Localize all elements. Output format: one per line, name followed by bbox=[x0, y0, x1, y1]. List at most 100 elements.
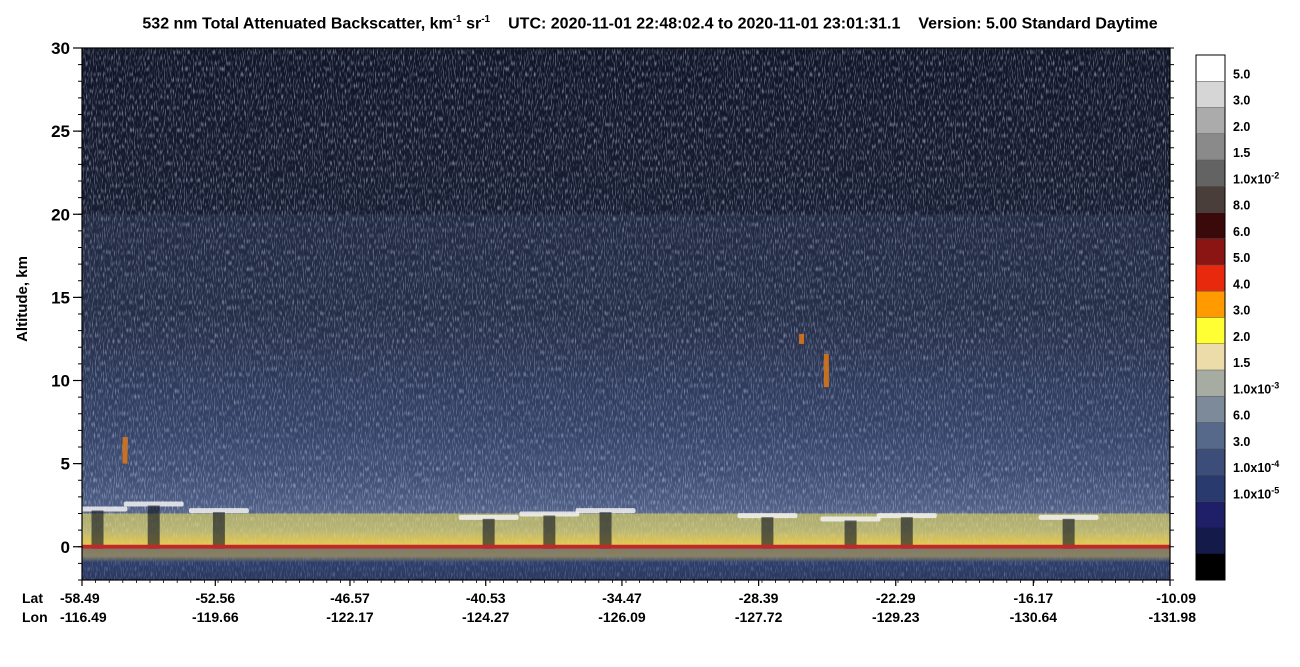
colorbar-swatch bbox=[1196, 212, 1225, 240]
boundary-layer-aerosol bbox=[82, 513, 1170, 547]
x-row-label-lon: Lon bbox=[22, 609, 48, 625]
x-tick-label-lon: -122.17 bbox=[326, 609, 374, 625]
cloud-shadow-column bbox=[1062, 518, 1075, 549]
colorbar-swatch bbox=[1196, 422, 1225, 450]
colorbar-label: 1.5 bbox=[1233, 356, 1250, 370]
x-tick-label-lat: -16.17 bbox=[1013, 590, 1053, 606]
colorbar-swatch bbox=[1196, 160, 1225, 187]
colorbar-label: 2.0 bbox=[1233, 330, 1250, 344]
colorbar-swatch bbox=[1196, 396, 1225, 423]
low-cloud-top bbox=[737, 513, 798, 519]
colorbar-swatch bbox=[1196, 55, 1225, 82]
colorbar-label-exponent: -3 bbox=[1271, 380, 1279, 390]
colorbar-swatch bbox=[1196, 291, 1225, 318]
y-tick-label: 10 bbox=[51, 372, 70, 391]
x-tick-label-lon: -116.49 bbox=[60, 609, 107, 625]
colorbar-swatch bbox=[1196, 370, 1225, 397]
y-axis: 0 5 10 15 20 25 30 bbox=[51, 39, 1174, 581]
x-tick-label-lat: -46.57 bbox=[330, 590, 370, 606]
surface-return bbox=[82, 544, 1170, 549]
daytime-noise-band bbox=[82, 214, 1170, 464]
colorbar-label: 1.0x10-2 bbox=[1233, 170, 1279, 186]
x-tick-label-lat: -22.29 bbox=[876, 590, 916, 606]
x-row-label-lat: Lat bbox=[22, 590, 43, 606]
colorbar-label-exponent: -4 bbox=[1271, 459, 1279, 469]
colorbar-label: 5.0 bbox=[1233, 251, 1250, 265]
colorbar-label-exponent: -5 bbox=[1271, 485, 1279, 495]
title-utc-end: 2020-11-01 23:01:31.1 bbox=[737, 15, 901, 33]
colorbar-swatch bbox=[1196, 317, 1225, 345]
colorbar-swatch bbox=[1196, 186, 1225, 213]
colorbar-label: 3.0 bbox=[1233, 435, 1250, 449]
colorbar-label: 3.0 bbox=[1233, 304, 1250, 318]
colorbar-label: 2.0 bbox=[1233, 120, 1250, 134]
x-tick-label-lon: -130.64 bbox=[1010, 609, 1058, 625]
colorbar-label: 3.0 bbox=[1233, 94, 1250, 108]
colorbar-swatch bbox=[1196, 107, 1225, 135]
colorbar-swatch bbox=[1196, 527, 1225, 555]
colorbar-label: 4.0 bbox=[1233, 277, 1250, 291]
title-product: 532 nm Total Attenuated Backscatter, km bbox=[142, 15, 453, 33]
title-utc-to: to bbox=[718, 15, 734, 33]
cloud-shadow-column bbox=[543, 515, 556, 549]
x-tick-label-lon: -126.09 bbox=[598, 609, 646, 625]
y-tick-label: 15 bbox=[51, 288, 70, 307]
title-unit-sr: sr bbox=[461, 15, 482, 33]
colorbar-label: 1.5 bbox=[1233, 146, 1250, 160]
low-cloud-top bbox=[123, 501, 184, 507]
low-cloud-top bbox=[519, 511, 580, 517]
colorbar-swatch bbox=[1196, 553, 1225, 581]
low-cloud-top bbox=[575, 508, 636, 514]
colorbar-label: 1.0x10-4 bbox=[1233, 459, 1279, 475]
low-cloud-top bbox=[458, 514, 519, 520]
x-tick-label-lat: -10.09 bbox=[1156, 590, 1196, 606]
x-tick-label-lon: -129.23 bbox=[872, 609, 920, 625]
subsurface-region bbox=[82, 548, 1170, 580]
colorbar-label-exponent: -2 bbox=[1271, 170, 1279, 180]
colorbar-label: 6.0 bbox=[1233, 225, 1250, 239]
y-tick-label: 0 bbox=[61, 538, 70, 557]
cloud-shadow-column bbox=[482, 518, 495, 549]
thin-cirrus-feature bbox=[823, 353, 829, 388]
colorbar-swatch bbox=[1196, 501, 1225, 528]
x-tick-label-lat: -52.56 bbox=[195, 590, 235, 606]
x-axis: Lat Lon -58.49 -116.49 -52.56 -119.66 -46.57 -1… bbox=[22, 580, 1196, 625]
x-tick-label-lat: -28.39 bbox=[739, 590, 779, 606]
colorbar-swatch bbox=[1196, 265, 1225, 292]
y-tick-label: 20 bbox=[51, 205, 70, 224]
chart-title: 532 nm Total Attenuated Backscatter, km -… bbox=[0, 14, 1300, 33]
colorbar-swatch bbox=[1196, 81, 1225, 108]
colorbar-swatch bbox=[1196, 238, 1225, 266]
title-lighting: Daytime bbox=[1095, 15, 1158, 33]
cloud-shadow-column bbox=[761, 517, 774, 549]
y-tick-label: 5 bbox=[61, 455, 70, 474]
y-tick-label: 30 bbox=[51, 39, 70, 58]
colorbar-label: 1.0x10-3 bbox=[1233, 380, 1279, 396]
low-cloud-top bbox=[188, 508, 249, 514]
x-tick-label-lon: -124.27 bbox=[462, 609, 510, 625]
cloud-shadow-column bbox=[900, 517, 913, 549]
thin-cirrus-feature bbox=[799, 333, 805, 344]
heatmap-noise-texture bbox=[82, 48, 1170, 580]
x-tick-label-lat: -40.53 bbox=[466, 590, 506, 606]
y-tick-label: 25 bbox=[51, 122, 70, 141]
x-tick-label-lon: -127.72 bbox=[735, 609, 783, 625]
cloud-shadow-column bbox=[212, 512, 225, 549]
x-tick-label-lat: -58.49 bbox=[60, 590, 100, 606]
y-axis-title: Altitude, km bbox=[14, 256, 31, 342]
heatmap-features bbox=[82, 214, 1170, 580]
low-cloud-top bbox=[82, 506, 128, 512]
low-cloud-top bbox=[820, 516, 881, 522]
colorbar-label: 8.0 bbox=[1233, 199, 1250, 213]
low-cloud-top bbox=[1038, 514, 1099, 520]
cloud-shadow-column bbox=[844, 520, 857, 549]
title-sr-exponent: -1 bbox=[481, 14, 491, 25]
colorbar-swatch bbox=[1196, 448, 1225, 476]
colorbar-label: 1.0x10-5 bbox=[1233, 485, 1279, 501]
x-tick-label-lat: -34.47 bbox=[602, 590, 642, 606]
x-tick-label-lon: -131.98 bbox=[1149, 609, 1197, 625]
title-mode: Standard bbox=[1021, 15, 1091, 33]
cloud-shadow-column bbox=[599, 512, 612, 549]
x-tick-label-lon: -119.66 bbox=[192, 609, 239, 625]
